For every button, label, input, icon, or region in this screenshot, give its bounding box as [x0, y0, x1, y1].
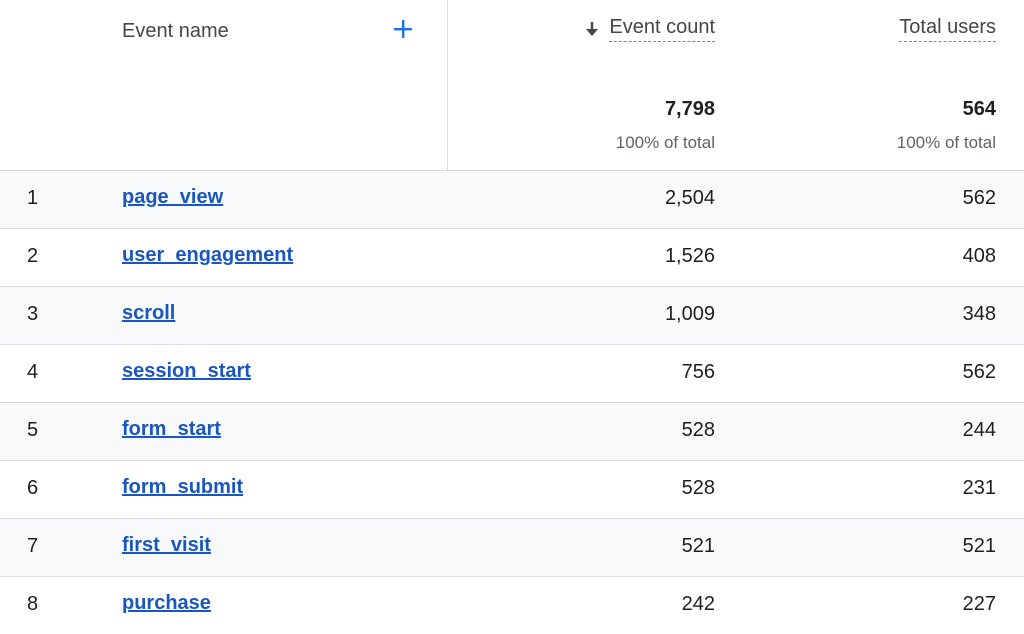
row-index: 6 — [27, 477, 39, 499]
total-users-total: 564 — [962, 98, 996, 120]
total-users-cell: 227 — [962, 593, 996, 615]
total-users-cell: 562 — [962, 187, 996, 209]
table-row: 8 purchase 242 227 — [0, 577, 1024, 634]
total-users-cell: 521 — [962, 535, 996, 557]
total-users-cell: 348 — [962, 303, 996, 325]
total-users-cell: 408 — [962, 245, 996, 267]
arrow-down-icon[interactable] — [583, 19, 601, 39]
row-index: 7 — [27, 535, 39, 557]
event-name-link[interactable]: form_start — [122, 418, 221, 440]
column-divider — [447, 0, 448, 170]
total-users-column-header[interactable]: Total users — [899, 16, 996, 42]
row-index: 1 — [27, 187, 39, 209]
row-index: 8 — [27, 593, 39, 615]
table-row: 3 scroll 1,009 348 — [0, 287, 1024, 345]
event-name-link[interactable]: user_engagement — [122, 244, 294, 266]
total-users-cell: 244 — [962, 419, 996, 441]
table-row: 5 form_start 528 244 — [0, 403, 1024, 461]
event-name-link[interactable]: purchase — [122, 592, 211, 614]
event-name-link[interactable]: first_visit — [122, 534, 211, 556]
event-count-cell: 1,009 — [664, 303, 715, 325]
event-name-link[interactable]: session_start — [122, 360, 251, 382]
event-name-column-header[interactable]: Event name — [122, 20, 229, 42]
event-count-total: 7,798 — [664, 98, 715, 120]
event-name-link[interactable]: scroll — [122, 302, 176, 324]
event-count-cell: 521 — [681, 535, 715, 557]
event-count-cell: 528 — [681, 477, 715, 499]
table-row: 4 session_start 756 562 — [0, 345, 1024, 403]
row-index: 4 — [27, 361, 39, 383]
total-users-total-percent: 100% of total — [896, 133, 996, 152]
table-row: 7 first_visit 521 521 — [0, 519, 1024, 577]
total-users-cell: 562 — [962, 361, 996, 383]
row-index: 5 — [27, 419, 39, 441]
table-row: 6 form_submit 528 231 — [0, 461, 1024, 519]
event-count-cell: 756 — [681, 361, 715, 383]
plus-icon — [394, 20, 412, 38]
event-name-link[interactable]: page_view — [122, 186, 224, 208]
event-count-cell: 2,504 — [664, 187, 715, 209]
table-header: Event name Event count Total users 7,798… — [0, 0, 1024, 171]
table-row: 2 user_engagement 1,526 408 — [0, 229, 1024, 287]
total-users-cell: 231 — [962, 477, 996, 499]
total-users-header-label: Total users — [899, 16, 996, 42]
row-index: 3 — [27, 303, 39, 325]
event-count-cell: 242 — [681, 593, 715, 615]
event-count-cell: 528 — [681, 419, 715, 441]
event-count-header-label: Event count — [609, 16, 715, 42]
event-count-cell: 1,526 — [664, 245, 715, 267]
event-count-column-header[interactable]: Event count — [583, 16, 715, 42]
add-dimension-button[interactable] — [388, 14, 418, 44]
table-row: 1 page_view 2,504 562 — [0, 171, 1024, 229]
event-count-total-percent: 100% of total — [615, 133, 715, 152]
row-index: 2 — [27, 245, 39, 267]
event-name-link[interactable]: form_submit — [122, 476, 244, 498]
table-body: 1 page_view 2,504 562 2 user_engagement … — [0, 171, 1024, 634]
